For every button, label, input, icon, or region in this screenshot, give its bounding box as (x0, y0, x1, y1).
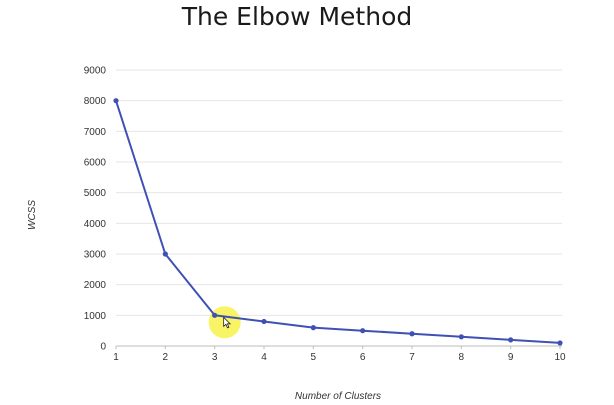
y-axis-label: WCSS (27, 200, 38, 230)
y-tick-label: 0 (100, 342, 106, 353)
data-point (113, 98, 119, 104)
data-point (557, 340, 563, 346)
data-point (508, 337, 514, 343)
y-tick-label: 1000 (84, 311, 107, 322)
y-tick-label: 4000 (84, 219, 107, 230)
data-point (360, 328, 366, 334)
y-tick-label: 6000 (84, 158, 107, 169)
y-tick-label: 7000 (84, 127, 107, 138)
data-point (162, 251, 168, 257)
data-point (458, 334, 464, 340)
x-tick-label: 8 (459, 352, 465, 363)
mouse-pointer-icon (223, 316, 232, 329)
chart-title: The Elbow Method (181, 2, 413, 31)
x-tick-label: 4 (261, 352, 267, 363)
y-tick-labels: 0 1000 2000 3000 4000 5000 6000 7000 8000 9000 (84, 66, 107, 353)
x-tick-label: 2 (163, 352, 169, 363)
x-tick-label: 3 (212, 352, 218, 363)
y-tick-label: 3000 (84, 250, 107, 261)
x-tick-label: 9 (508, 352, 514, 363)
x-tick-label: 10 (554, 352, 566, 363)
x-tick-label: 6 (360, 352, 366, 363)
x-tick-labels: 1 2 3 4 5 6 7 8 9 10 (113, 346, 566, 363)
y-tick-label: 5000 (84, 188, 107, 199)
y-tick-label: 2000 (84, 280, 107, 291)
y-tick-label: 8000 (84, 96, 107, 107)
gridlines (116, 69, 562, 347)
x-axis-label: Number of Clusters (295, 391, 381, 402)
x-tick-label: 5 (311, 352, 317, 363)
x-tick-label: 7 (409, 352, 415, 363)
x-tick-label: 1 (113, 352, 119, 363)
data-point (409, 331, 415, 337)
data-point (261, 318, 267, 325)
y-tick-label: 9000 (84, 66, 107, 77)
series-wcss (113, 98, 563, 346)
data-point (310, 325, 316, 331)
mouse-pointer-arrow (223, 316, 232, 329)
data-point (212, 312, 218, 318)
series-line (115, 100, 561, 344)
